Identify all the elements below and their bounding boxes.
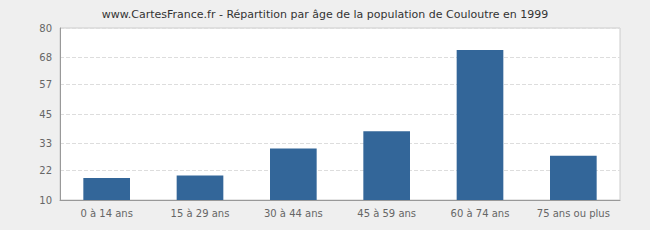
svg-text:www.CartesFrance.fr - Répartit: www.CartesFrance.fr - Répartition par âg… — [102, 8, 549, 21]
svg-text:45 à 59 ans: 45 à 59 ans — [357, 208, 416, 219]
svg-text:15 à 29 ans: 15 à 29 ans — [171, 208, 230, 219]
svg-text:45: 45 — [39, 109, 52, 120]
svg-text:0 à 14 ans: 0 à 14 ans — [80, 208, 132, 219]
svg-text:22: 22 — [39, 165, 52, 176]
svg-text:75 ans ou plus: 75 ans ou plus — [537, 208, 610, 219]
svg-text:30 à 44 ans: 30 à 44 ans — [264, 208, 323, 219]
svg-text:80: 80 — [39, 23, 52, 34]
svg-text:57: 57 — [39, 79, 52, 90]
svg-text:68: 68 — [39, 52, 52, 63]
svg-text:33: 33 — [39, 138, 52, 149]
svg-text:60 à 74 ans: 60 à 74 ans — [451, 208, 510, 219]
svg-text:10: 10 — [39, 195, 52, 206]
